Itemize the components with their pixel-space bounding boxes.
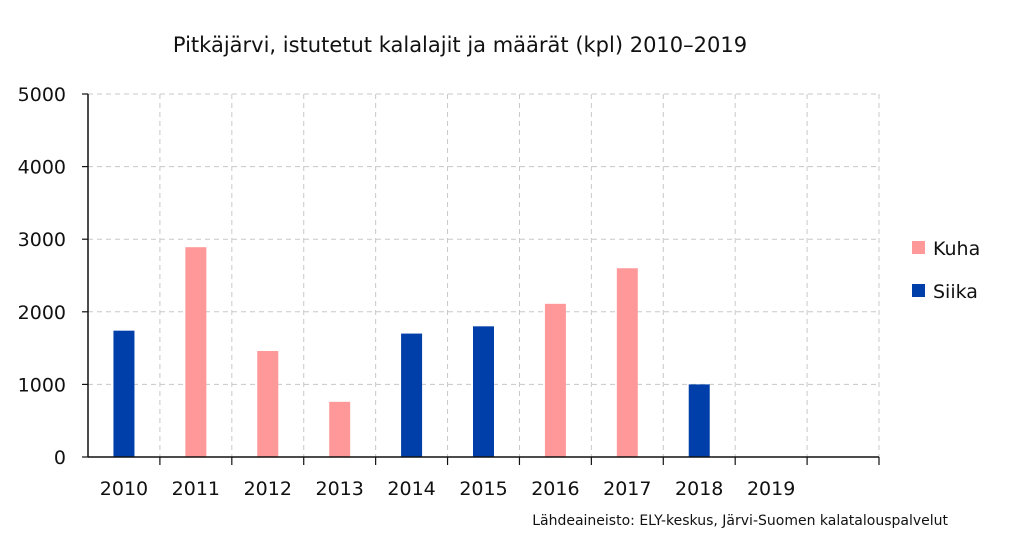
x-tick-label: 2016 [531,478,579,500]
bar-siika-2014 [401,333,423,457]
bar-siika-2010 [113,330,135,457]
source-note: Lähdeaineisto: ELY-keskus, Järvi-Suomen … [532,513,948,529]
chart-title: Pitkäjärvi, istutetut kalalajit ja määrä… [173,33,747,57]
x-tick-label: 2010 [100,478,148,500]
bar-kuha-2011 [185,247,207,457]
legend-label-kuha: Kuha [933,238,980,260]
x-tick-labels: 2010 2011 2012 2013 2014 2015 2016 2017 2018 2019 [100,457,880,500]
x-tick-label: 2019 [747,478,795,500]
legend: Kuha Siika [912,238,980,303]
y-tick-label: 3000 [18,229,66,251]
legend-swatch-siika [912,284,925,297]
x-tick-label: 2018 [675,478,723,500]
bar-kuha-2016 [544,303,566,457]
legend-label-siika: Siika [933,281,978,303]
bar-kuha-2012 [257,351,279,457]
x-tick-label: 2012 [244,478,292,500]
x-tick-label: 2014 [387,478,435,500]
y-tick-labels: 0 1000 2000 3000 4000 5000 [18,84,88,469]
y-tick-label: 4000 [18,157,66,179]
x-tick-label: 2015 [459,478,507,500]
bar-kuha-2017 [616,268,638,457]
x-tick-label: 2017 [603,478,651,500]
bar-kuha-2013 [329,401,351,457]
y-tick-label: 0 [54,447,66,469]
bars [113,247,710,457]
gridlines [88,93,880,457]
y-tick-label: 1000 [18,374,66,396]
y-tick-label: 5000 [18,84,66,106]
bar-siika-2018 [688,384,710,457]
x-tick-label: 2013 [316,478,364,500]
bar-siika-2015 [473,326,494,457]
legend-swatch-kuha [912,241,925,254]
y-tick-label: 2000 [18,302,66,324]
x-tick-label: 2011 [172,478,220,500]
